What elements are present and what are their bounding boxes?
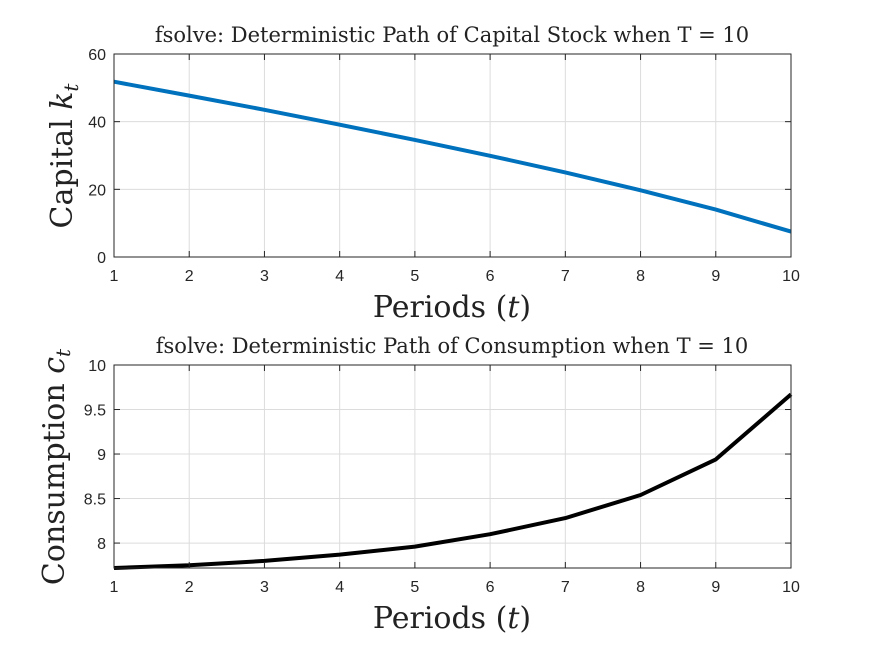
consumption-y-axis-label: Consumption ct xyxy=(37,348,75,585)
consumption-x-tick-label: 5 xyxy=(410,579,419,596)
capital-y-tick-label: 60 xyxy=(88,47,106,64)
consumption-series xyxy=(113,392,793,570)
consumption-y-tick-label: 8.5 xyxy=(84,492,106,509)
capital-y-tick-label: 40 xyxy=(88,115,106,132)
capital-x-tick-label: 5 xyxy=(410,268,419,285)
consumption-x-tick-label: 3 xyxy=(260,579,269,596)
consumption-y-tick-label: 10 xyxy=(88,358,106,375)
consumption-chart-title: fsolve: Deterministic Path of Consumptio… xyxy=(156,334,749,358)
consumption-y-tick-label: 9.5 xyxy=(84,403,106,420)
consumption-x-tick-label: 2 xyxy=(185,579,194,596)
capital-x-tick-label: 2 xyxy=(185,268,194,285)
consumption-x-axis-label: Periods (t) xyxy=(373,601,531,636)
capital-axes-box xyxy=(113,53,792,258)
consumption-x-tick-label: 10 xyxy=(782,579,800,596)
consumption-ticks: 1 2 3 4 5 6 7 8 9 10 8 8.5 9 9.5 10 xyxy=(84,358,800,596)
capital-x-axis-label: Periods (t) xyxy=(373,290,531,325)
capital-x-tick-label: 10 xyxy=(782,268,800,285)
capital-x-tick-label: 1 xyxy=(110,268,119,285)
capital-x-tick-label: 3 xyxy=(260,268,269,285)
consumption-y-tick-label: 9 xyxy=(97,447,106,464)
capital-series xyxy=(113,79,792,234)
capital-chart-title: fsolve: Deterministic Path of Capital St… xyxy=(155,23,749,47)
consumption-x-tick-label: 6 xyxy=(486,579,495,596)
consumption-chart: fsolve: Deterministic Path of Consumptio… xyxy=(37,334,800,636)
consumption-x-tick-label: 8 xyxy=(636,579,645,596)
consumption-x-tick-label: 9 xyxy=(711,579,720,596)
consumption-grid xyxy=(113,364,792,568)
capital-x-tick-label: 6 xyxy=(486,268,495,285)
capital-y-axis-label: Capital kt xyxy=(45,83,83,229)
capital-y-tick-label: 20 xyxy=(88,182,106,199)
consumption-x-tick-label: 1 xyxy=(110,579,119,596)
capital-x-tick-label: 9 xyxy=(711,268,720,285)
capital-x-tick-label: 4 xyxy=(335,268,344,285)
consumption-x-tick-label: 4 xyxy=(335,579,344,596)
capital-y-tick-label: 0 xyxy=(97,250,106,267)
consumption-axes-box xyxy=(113,364,792,569)
capital-grid xyxy=(113,53,792,258)
capital-ticks: 1 2 3 4 5 6 7 8 9 10 0 20 40 60 xyxy=(88,47,800,285)
consumption-series-line xyxy=(113,392,793,570)
capital-x-tick-label: 8 xyxy=(636,268,645,285)
capital-x-tick-label: 7 xyxy=(561,268,570,285)
capital-chart: fsolve: Deterministic Path of Capital St… xyxy=(45,23,800,325)
capital-series-line xyxy=(113,79,792,234)
consumption-x-tick-label: 7 xyxy=(561,579,570,596)
consumption-y-tick-label: 8 xyxy=(97,536,106,553)
